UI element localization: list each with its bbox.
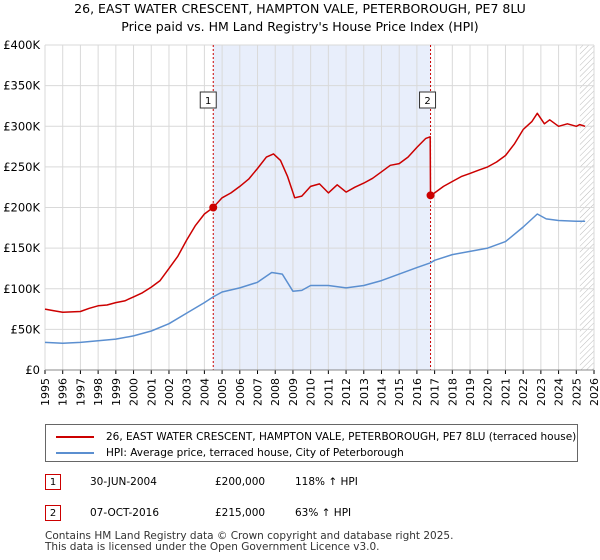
x-tick-label: 2018 xyxy=(446,378,459,406)
transaction-date-1: 30-JUN-2004 xyxy=(90,476,157,488)
footer-line-1: Contains HM Land Registry data © Crown c… xyxy=(45,530,454,542)
transaction-hpi-1: 118% ↑ HPI xyxy=(295,476,358,488)
legend-hpi-label: HPI: Average price, terraced house, City… xyxy=(106,447,404,459)
title-line-1: 26, EAST WATER CRESCENT, HAMPTON VALE, P… xyxy=(74,1,526,16)
x-tick-label: 2002 xyxy=(163,378,176,406)
chart-marker-label-2: 2 xyxy=(424,96,430,107)
y-tick-label: £200K xyxy=(3,201,40,215)
y-tick-label: £50K xyxy=(11,322,41,336)
y-tick-label: £150K xyxy=(3,241,40,255)
x-tick-label: 1998 xyxy=(92,378,105,406)
hpi-line xyxy=(44,213,586,344)
x-tick-label: 2004 xyxy=(198,378,211,406)
x-tick-label: 2003 xyxy=(181,378,194,406)
x-tick-label: 2009 xyxy=(287,378,300,406)
chart-marker-box-1 xyxy=(199,91,217,109)
x-tick-label: 2022 xyxy=(517,378,530,406)
x-tick-label: 2017 xyxy=(429,378,442,406)
x-tick-label: 2014 xyxy=(375,378,388,406)
x-tick-label: 2019 xyxy=(464,378,477,406)
x-tick-label: 2023 xyxy=(535,378,548,406)
transaction-marker-1: 1 xyxy=(45,474,61,490)
property-price-line xyxy=(44,112,586,314)
x-tick-label: 1997 xyxy=(74,378,87,406)
chart-marker-box-2 xyxy=(419,91,437,109)
chart-title: 26, EAST WATER CRESCENT, HAMPTON VALE, P… xyxy=(0,0,600,36)
x-tick-label: 2015 xyxy=(393,378,406,406)
title-line-2: Price paid vs. HM Land Registry's House … xyxy=(121,19,479,34)
x-tick-label: 2016 xyxy=(411,378,424,406)
property-line-swatch xyxy=(56,436,94,438)
y-tick-label: £300K xyxy=(3,119,40,133)
transaction-date-2: 07-OCT-2016 xyxy=(90,507,159,519)
x-tick-label: 1995 xyxy=(39,378,52,406)
x-tick-label: 2020 xyxy=(482,378,495,406)
x-tick-label: 2005 xyxy=(216,378,229,406)
x-tick-label: 1996 xyxy=(57,378,70,406)
chart-marker-label-1: 1 xyxy=(205,96,211,107)
price-chart: 1 2 £0 £50K £100K £150K £200K £250K £300K £350K £… xyxy=(3,38,600,406)
x-tick-label: 2021 xyxy=(499,378,512,406)
transaction-point-2 xyxy=(426,191,435,200)
x-tick-label: 2012 xyxy=(340,378,353,406)
transaction-hpi-2: 63% ↑ HPI xyxy=(295,507,352,519)
transaction-price-2: £215,000 xyxy=(215,507,266,519)
legend-item-property: 26, EAST WATER CRESCENT, HAMPTON VALE, P… xyxy=(56,429,576,445)
x-tick-label: 2000 xyxy=(128,378,141,406)
y-tick-label: £100K xyxy=(3,282,40,296)
footer-line-2: This data is licensed under the Open Gov… xyxy=(45,541,380,553)
transaction-price-1: £200,000 xyxy=(215,476,266,488)
transaction-marker-2: 2 xyxy=(45,505,61,521)
y-tick-label: £250K xyxy=(3,160,40,174)
x-tick-label: 1999 xyxy=(110,378,123,406)
x-tick-label: 2024 xyxy=(553,378,566,406)
x-tick-label: 2011 xyxy=(322,378,335,406)
x-tick-label: 2008 xyxy=(269,378,282,406)
y-tick-label: £400K xyxy=(3,38,40,52)
x-tick-label: 2013 xyxy=(358,378,371,406)
hpi-line-swatch xyxy=(56,452,94,454)
x-tick-label: 2026 xyxy=(588,378,600,406)
y-tick-label: £0 xyxy=(25,363,40,377)
x-tick-label: 2007 xyxy=(252,378,265,406)
legend-property-label: 26, EAST WATER CRESCENT, HAMPTON VALE, P… xyxy=(106,431,577,443)
x-tick-label: 2010 xyxy=(305,378,318,406)
y-tick-label: £350K xyxy=(3,79,40,93)
chart-legend: 26, EAST WATER CRESCENT, HAMPTON VALE, P… xyxy=(45,424,578,462)
x-tick-label: 2006 xyxy=(234,378,247,406)
footer: Contains HM Land Registry data © Crown c… xyxy=(45,531,453,553)
x-tick-label: 2025 xyxy=(570,378,583,406)
x-tick-label: 2001 xyxy=(145,378,158,406)
legend-item-hpi: HPI: Average price, terraced house, City… xyxy=(56,445,404,461)
transaction-point-1 xyxy=(209,203,218,212)
